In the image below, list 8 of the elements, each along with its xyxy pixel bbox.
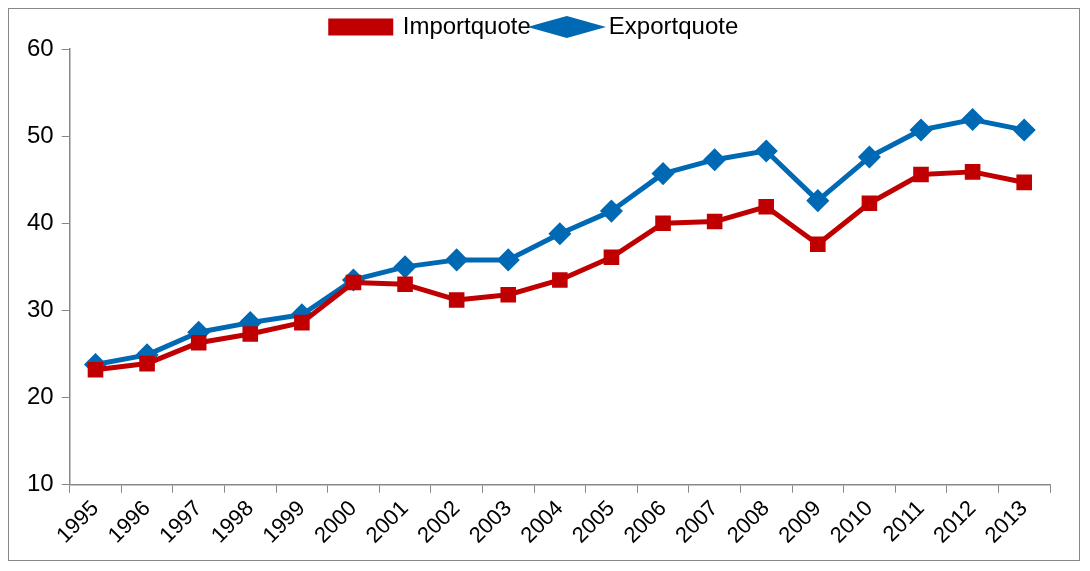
- y-tick-label: 20: [26, 382, 54, 410]
- legend-label: Exportquote: [608, 11, 739, 39]
- y-tick-label: 10: [26, 469, 54, 497]
- y-tick-label: 40: [26, 207, 54, 235]
- y-tick-label: 60: [26, 33, 54, 61]
- y-tick-label: 50: [26, 120, 54, 148]
- y-tick-label: 30: [26, 295, 54, 323]
- legend-label: Importquote: [402, 11, 531, 39]
